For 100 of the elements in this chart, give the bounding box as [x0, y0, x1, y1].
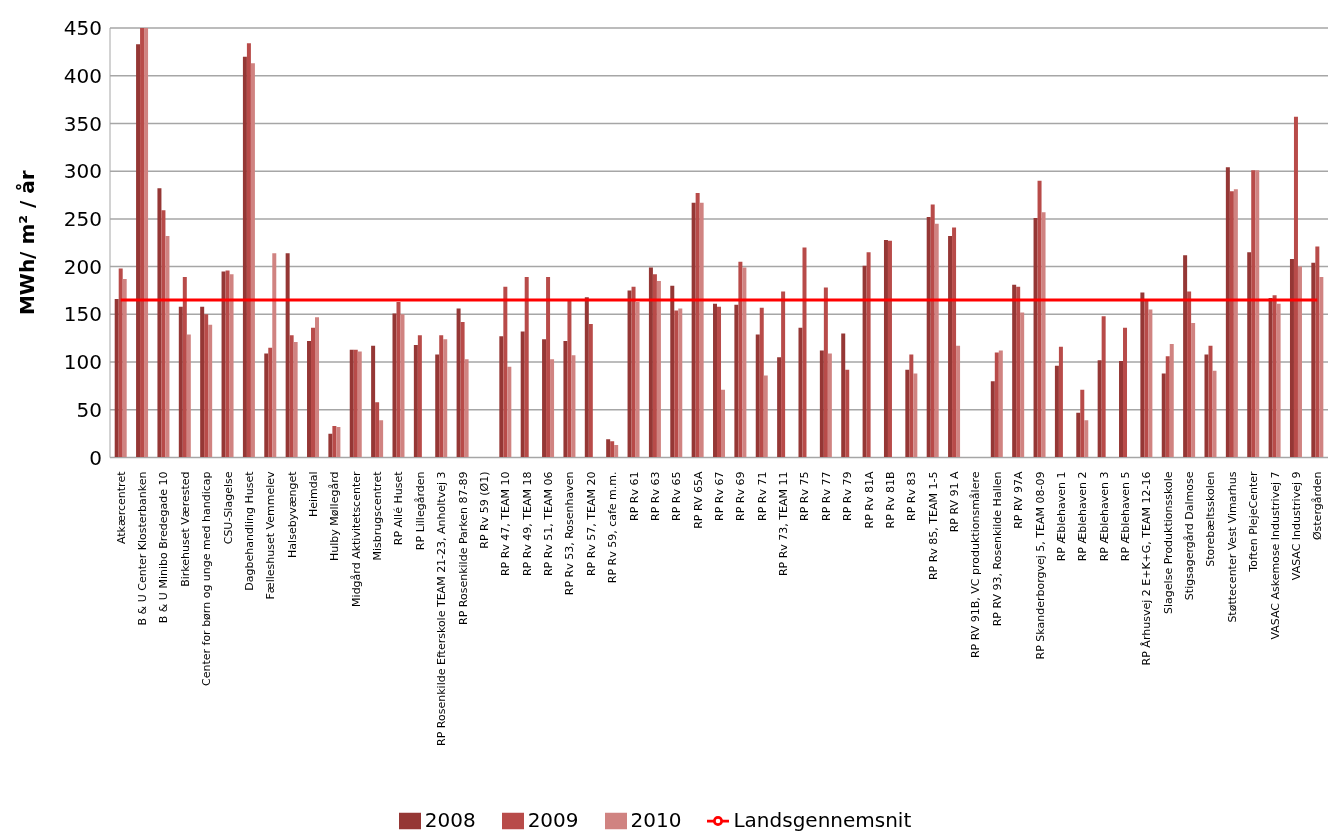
bar [1165, 356, 1170, 458]
bar [763, 375, 768, 458]
bar [186, 334, 191, 458]
x-tick-label: Atkærcentret [114, 470, 128, 545]
x-tick-label: Storebæltsskolen [1204, 471, 1218, 567]
bar [208, 324, 213, 458]
x-tick-label: RP Rv 47, TEAM 10 [499, 471, 513, 577]
x-tick-label: Halsebyvænget [285, 470, 299, 558]
bar [926, 216, 931, 458]
x-tick-label: RP Rv 65 [670, 471, 684, 521]
bar [1020, 312, 1025, 458]
x-tick-label: RP Rv 85, TEAM 1-5 [926, 471, 940, 581]
bar [114, 299, 119, 458]
x-tick-label: RP Rv 51, TEAM 06 [542, 471, 556, 577]
bar [332, 426, 337, 458]
bar [713, 303, 718, 458]
bar [524, 277, 529, 458]
x-tick-label: Støttecenter Vest Vimarhus [1225, 471, 1239, 623]
bar [1054, 365, 1059, 458]
bar [1169, 343, 1174, 458]
x-tick-label: RP Allé Huset [392, 470, 406, 546]
bar [819, 350, 824, 458]
bar [272, 253, 277, 458]
bar [221, 271, 226, 458]
x-tick-label: RP RV 65A [691, 471, 705, 529]
bar [1161, 373, 1166, 458]
y-axis-title: MWh/ m² / år [15, 170, 40, 316]
bar [948, 236, 953, 458]
bar [1119, 361, 1124, 458]
bar [417, 335, 422, 458]
bar [956, 345, 961, 458]
bar [777, 357, 782, 458]
x-tick-label: Fælleshuset Vemmelev [264, 471, 278, 600]
x-tick-label: B & U Minibo Bredegade 10 [157, 471, 171, 624]
bar [1037, 180, 1042, 458]
x-tick-label: RP Rv 59, cafe m.m. [606, 471, 620, 584]
y-tick-label: 150 [63, 302, 102, 327]
bar [699, 202, 704, 458]
bar [353, 349, 358, 458]
x-tick-label: RP Rv 49, TEAM 18 [520, 471, 534, 577]
bar [229, 274, 234, 458]
bar [307, 341, 312, 458]
x-tick-label: RP Rv 67 [713, 471, 726, 521]
bar [439, 335, 444, 458]
bar [631, 286, 636, 458]
bar [392, 313, 397, 458]
bar [648, 267, 653, 458]
bar [165, 236, 170, 458]
bar [781, 291, 786, 458]
bar [930, 204, 935, 458]
bar [443, 339, 448, 458]
x-tick-label: RP Rv 83 [905, 471, 919, 521]
bar [913, 373, 918, 458]
y-tick-label: 100 [63, 350, 102, 375]
bar [738, 261, 743, 458]
bar [905, 369, 910, 458]
bar [542, 339, 547, 458]
bar [990, 381, 995, 458]
bar [464, 359, 469, 458]
bar [862, 265, 867, 458]
x-tick-label: RP RV 91 A [948, 471, 962, 533]
bar [1123, 327, 1128, 458]
y-tick-label: 350 [63, 111, 102, 136]
bar [841, 333, 846, 458]
y-tick-label: 200 [63, 254, 102, 279]
bar [627, 290, 632, 458]
x-tick-label: RP Æblehaven 1 [1054, 471, 1068, 562]
bar [755, 334, 760, 458]
bar [635, 301, 640, 458]
x-tick-label: Heimdal [307, 471, 320, 518]
bar [606, 439, 611, 458]
bar [823, 287, 828, 458]
x-tick-label: RP Rv 81B [883, 471, 897, 529]
bar [1233, 189, 1238, 458]
x-tick-label: Hulby Møllegård [328, 471, 342, 561]
bar [204, 314, 209, 458]
x-tick-label: RP Rv 77 [819, 471, 833, 521]
x-tick-label: Slagelse Produktionsskole [1161, 471, 1175, 614]
bar [328, 433, 333, 458]
bar [435, 354, 440, 458]
bar [695, 193, 700, 458]
bar [1076, 412, 1081, 458]
bar [1319, 277, 1324, 458]
bar [1101, 316, 1106, 458]
bar [887, 240, 892, 458]
bar [883, 239, 888, 458]
x-tick-label: RP Rv 57, TEAM 20 [584, 471, 598, 577]
legend-label: Landsgennemsnit [733, 807, 912, 832]
bar [460, 321, 465, 458]
x-tick-label: RP Rv 63 [648, 471, 662, 521]
bar [1212, 370, 1217, 458]
bar [614, 445, 619, 458]
bar [1208, 345, 1213, 458]
x-tick-label: B & U Center Klosterbanken [136, 471, 150, 626]
bar [264, 353, 269, 458]
y-tick-label: 50 [76, 397, 102, 422]
x-tick-label: RP Æblehaven 2 [1076, 471, 1090, 562]
bar [674, 310, 679, 458]
bar [1058, 346, 1063, 458]
bar [952, 227, 957, 458]
